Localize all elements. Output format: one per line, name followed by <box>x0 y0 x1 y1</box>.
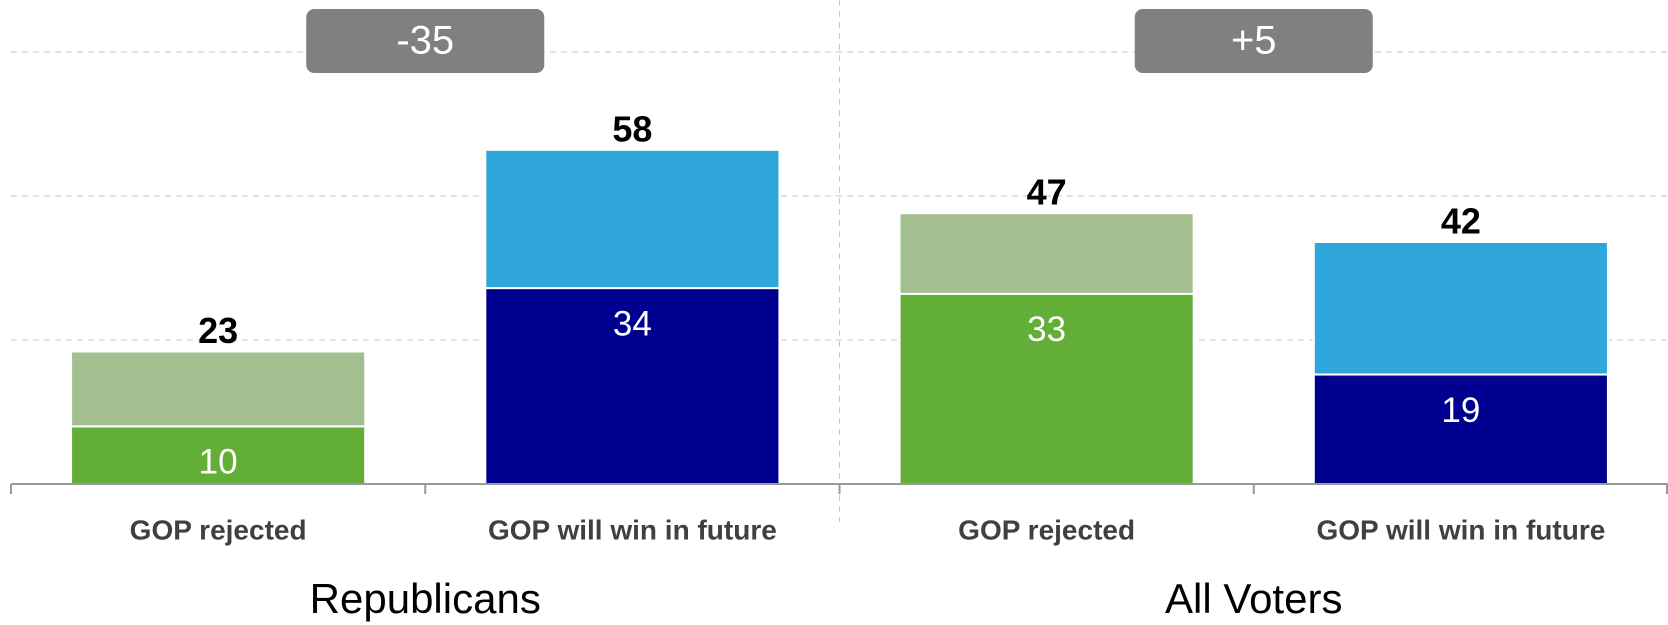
bar-segment <box>484 287 781 485</box>
annotation: -35 <box>396 19 454 63</box>
segment-label: 19 <box>1441 391 1480 430</box>
group-label: Republicans <box>310 575 541 622</box>
annotation-box <box>306 9 545 73</box>
bar-segment <box>898 212 1195 295</box>
segment-label: 10 <box>199 443 238 482</box>
annotation-box <box>1134 9 1373 73</box>
x-tick-label: GOP rejected <box>130 514 307 545</box>
bar-segment <box>1312 241 1609 376</box>
total-label: 58 <box>612 108 652 149</box>
bar-segment <box>484 148 781 290</box>
segment-label: 33 <box>1027 310 1066 349</box>
bar-segment <box>70 425 367 485</box>
group-label: All Voters <box>1165 575 1342 622</box>
bar-segment <box>70 350 367 428</box>
total-label: 42 <box>1441 201 1481 242</box>
annotation: +5 <box>1231 19 1277 63</box>
total-label: 47 <box>1027 172 1067 213</box>
segment-label: 34 <box>613 304 652 343</box>
x-tick-label: GOP will win in future <box>488 514 777 545</box>
x-tick-label: GOP will win in future <box>1316 514 1605 545</box>
x-tick-label: GOP rejected <box>958 514 1135 545</box>
total-label: 23 <box>198 310 238 351</box>
